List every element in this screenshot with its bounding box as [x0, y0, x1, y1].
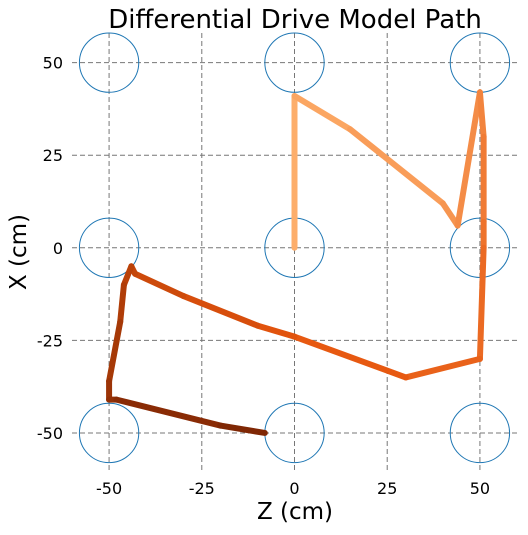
path-segment-17 — [106, 318, 124, 385]
path-segment-8 — [476, 244, 487, 362]
path-segment-21 — [217, 422, 268, 436]
path-segment-12 — [180, 292, 261, 329]
y-tick-label: 50 — [43, 54, 63, 73]
waypoint-circle-1 — [264, 32, 325, 93]
path-layer — [106, 89, 487, 436]
path-segment-5 — [476, 89, 487, 140]
x-tick-label: 0 — [289, 479, 299, 498]
y-axis-label: X (cm) — [6, 214, 32, 290]
path-segment-9 — [402, 355, 483, 381]
path-segment-20 — [113, 396, 224, 429]
waypoint-circle-3 — [78, 217, 140, 278]
path-segment-11 — [254, 322, 298, 340]
path-segment-3 — [439, 200, 461, 229]
tick-layer: -50 -25 0 25 50 50 25 0 -25 -50 — [37, 54, 490, 498]
circle-layer — [78, 32, 511, 464]
y-tick-label: -25 — [37, 331, 63, 350]
path-segment-16 — [117, 281, 127, 325]
path-segment-13 — [132, 270, 187, 299]
y-tick-label: 0 — [53, 239, 63, 258]
waypoint-circle-8 — [449, 402, 511, 464]
x-tick-label: 50 — [470, 479, 490, 498]
path-segment-15 — [120, 263, 135, 288]
x-tick-label: 25 — [377, 479, 397, 498]
x-tick-label: -50 — [96, 479, 122, 498]
path-segment-4 — [454, 89, 483, 229]
y-tick-label: 25 — [43, 146, 63, 165]
path-segment-2 — [347, 126, 446, 207]
y-tick-label: -50 — [37, 424, 63, 443]
chart-title: Differential Drive Model Path — [108, 5, 482, 35]
x-tick-label: -25 — [189, 479, 215, 498]
x-axis-label: Z (cm) — [257, 499, 333, 525]
path-segment-1 — [291, 92, 354, 133]
waypoint-circle-6 — [78, 402, 140, 464]
waypoint-circle-0 — [78, 32, 140, 93]
path-segment-10 — [291, 333, 409, 381]
